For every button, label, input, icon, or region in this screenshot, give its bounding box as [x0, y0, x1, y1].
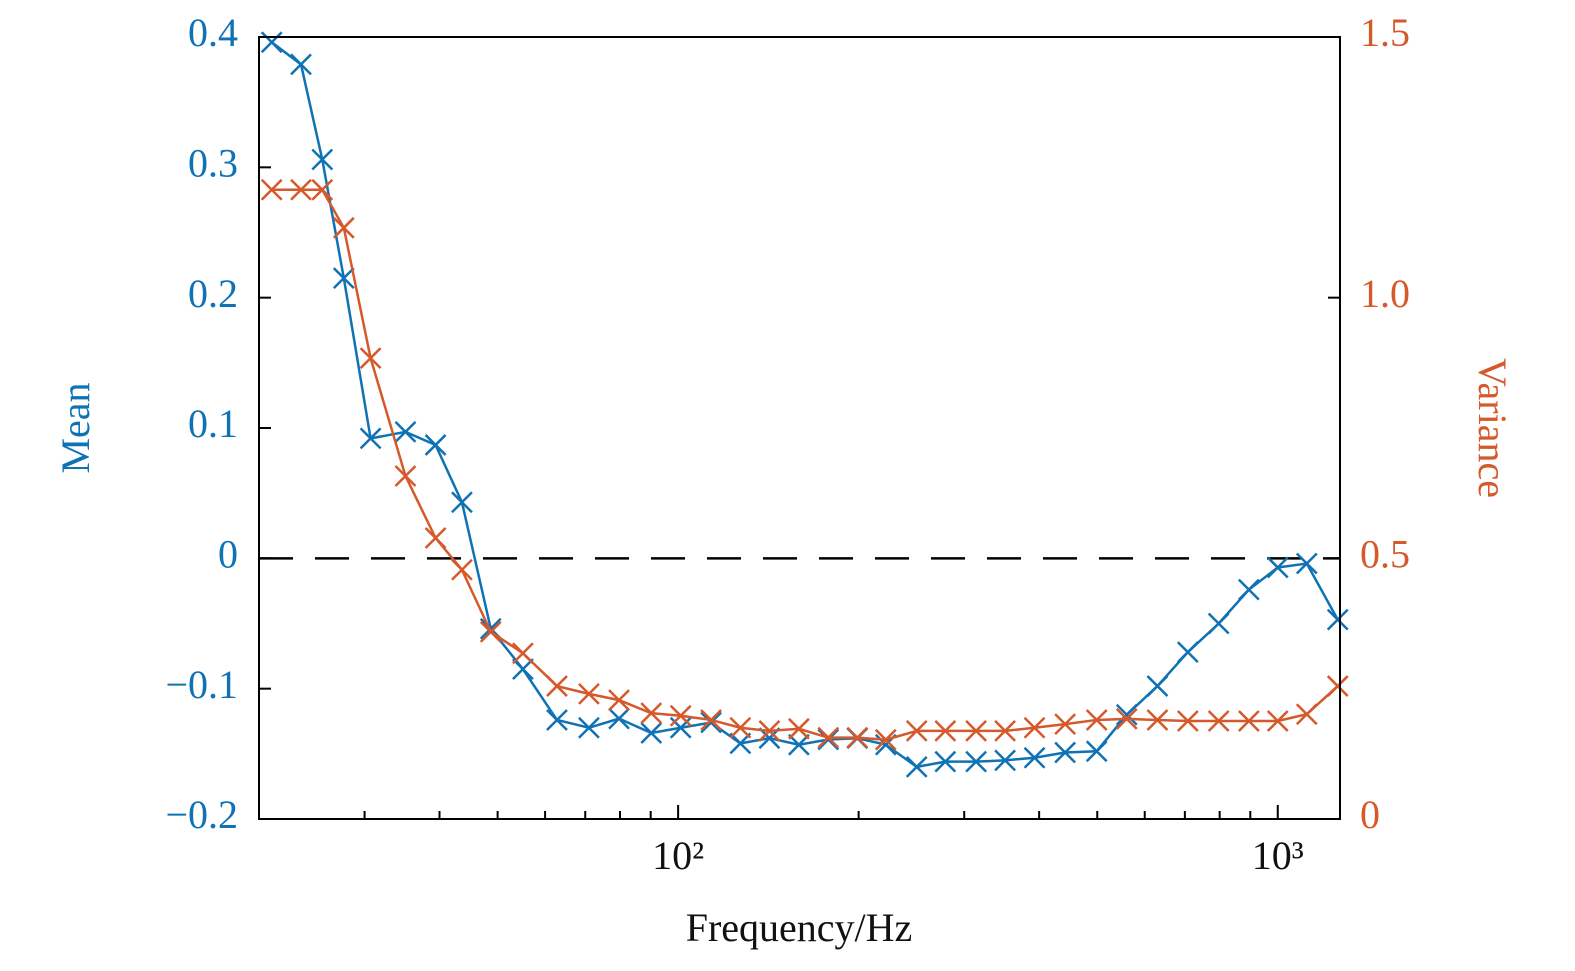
y-tick-label: 0.2	[188, 271, 238, 316]
y2-tick-label: 1.5	[1360, 10, 1410, 55]
y-axis-label: Mean	[53, 382, 98, 473]
marker	[1085, 740, 1108, 763]
series-line	[271, 188, 1339, 742]
y2-axis-label: Variance	[1470, 358, 1515, 498]
marker	[640, 702, 663, 725]
marker	[608, 707, 630, 730]
marker	[1295, 703, 1318, 726]
marker	[1115, 708, 1138, 730]
marker	[311, 178, 334, 201]
marker	[669, 704, 692, 727]
marker	[359, 427, 382, 450]
marker	[512, 642, 534, 665]
marker	[788, 717, 810, 740]
marker	[1266, 556, 1289, 579]
marker	[546, 709, 568, 731]
y-tick-label: −0.2	[165, 792, 238, 837]
y-tick-label: 0.4	[188, 10, 238, 55]
marker	[1207, 710, 1230, 732]
y2-tick-label: 0	[1360, 792, 1380, 837]
series-line	[270, 41, 1339, 769]
marker	[965, 750, 987, 773]
marker	[729, 716, 752, 739]
y-tick-label: −0.1	[165, 662, 238, 707]
marker	[1176, 641, 1199, 664]
marker	[1326, 608, 1349, 631]
marker	[1023, 746, 1046, 769]
marker	[578, 716, 600, 739]
marker	[311, 148, 334, 171]
marker	[817, 726, 840, 749]
marker	[934, 720, 957, 742]
x-axis-label: Frequency/Hz	[686, 905, 913, 950]
marker	[578, 682, 600, 705]
marker	[640, 722, 663, 744]
marker	[451, 491, 473, 514]
marker	[332, 267, 355, 290]
marker	[994, 720, 1016, 742]
marker	[1237, 578, 1260, 601]
marker	[874, 728, 897, 751]
marker	[905, 720, 928, 742]
marker	[608, 689, 630, 712]
marker	[546, 675, 568, 697]
marker	[817, 728, 840, 751]
plot-frame	[258, 36, 1341, 820]
marker	[290, 178, 312, 201]
y2-tick-label: 1.0	[1360, 271, 1410, 316]
marker	[934, 750, 957, 773]
marker	[1266, 710, 1289, 732]
marker	[359, 347, 382, 370]
marker	[788, 733, 810, 756]
marker	[729, 732, 752, 755]
marker	[758, 720, 781, 742]
marker	[479, 620, 502, 643]
marker	[1295, 552, 1318, 575]
marker	[394, 465, 417, 487]
x-tick-label: 10²	[652, 833, 704, 878]
marker	[260, 178, 283, 201]
marker	[424, 527, 447, 549]
y2-tick-label: 0.5	[1360, 532, 1410, 577]
marker	[290, 53, 312, 76]
marker	[451, 558, 473, 581]
marker	[994, 749, 1016, 772]
marker	[965, 720, 987, 742]
marker	[905, 755, 928, 778]
marker	[424, 434, 447, 456]
marker	[1146, 709, 1169, 731]
marker	[846, 726, 869, 749]
y-tick-label: 0.1	[188, 401, 238, 446]
marker	[1326, 675, 1349, 697]
marker	[1085, 709, 1108, 731]
marker	[332, 216, 355, 239]
marker	[700, 709, 722, 731]
marker	[1176, 710, 1199, 732]
marker	[1207, 612, 1230, 635]
marker	[700, 711, 722, 734]
y-tick-label: 0	[218, 532, 238, 577]
marker	[1023, 716, 1046, 739]
y-tick-label: 0.3	[188, 141, 238, 186]
marker	[1146, 675, 1169, 697]
marker	[394, 421, 417, 443]
x-tick-label: 10³	[1252, 833, 1304, 878]
marker	[1054, 741, 1077, 764]
marker	[512, 658, 534, 681]
marker	[1115, 703, 1138, 726]
marker	[1237, 710, 1260, 732]
marker	[260, 31, 283, 54]
marker	[1054, 713, 1077, 736]
